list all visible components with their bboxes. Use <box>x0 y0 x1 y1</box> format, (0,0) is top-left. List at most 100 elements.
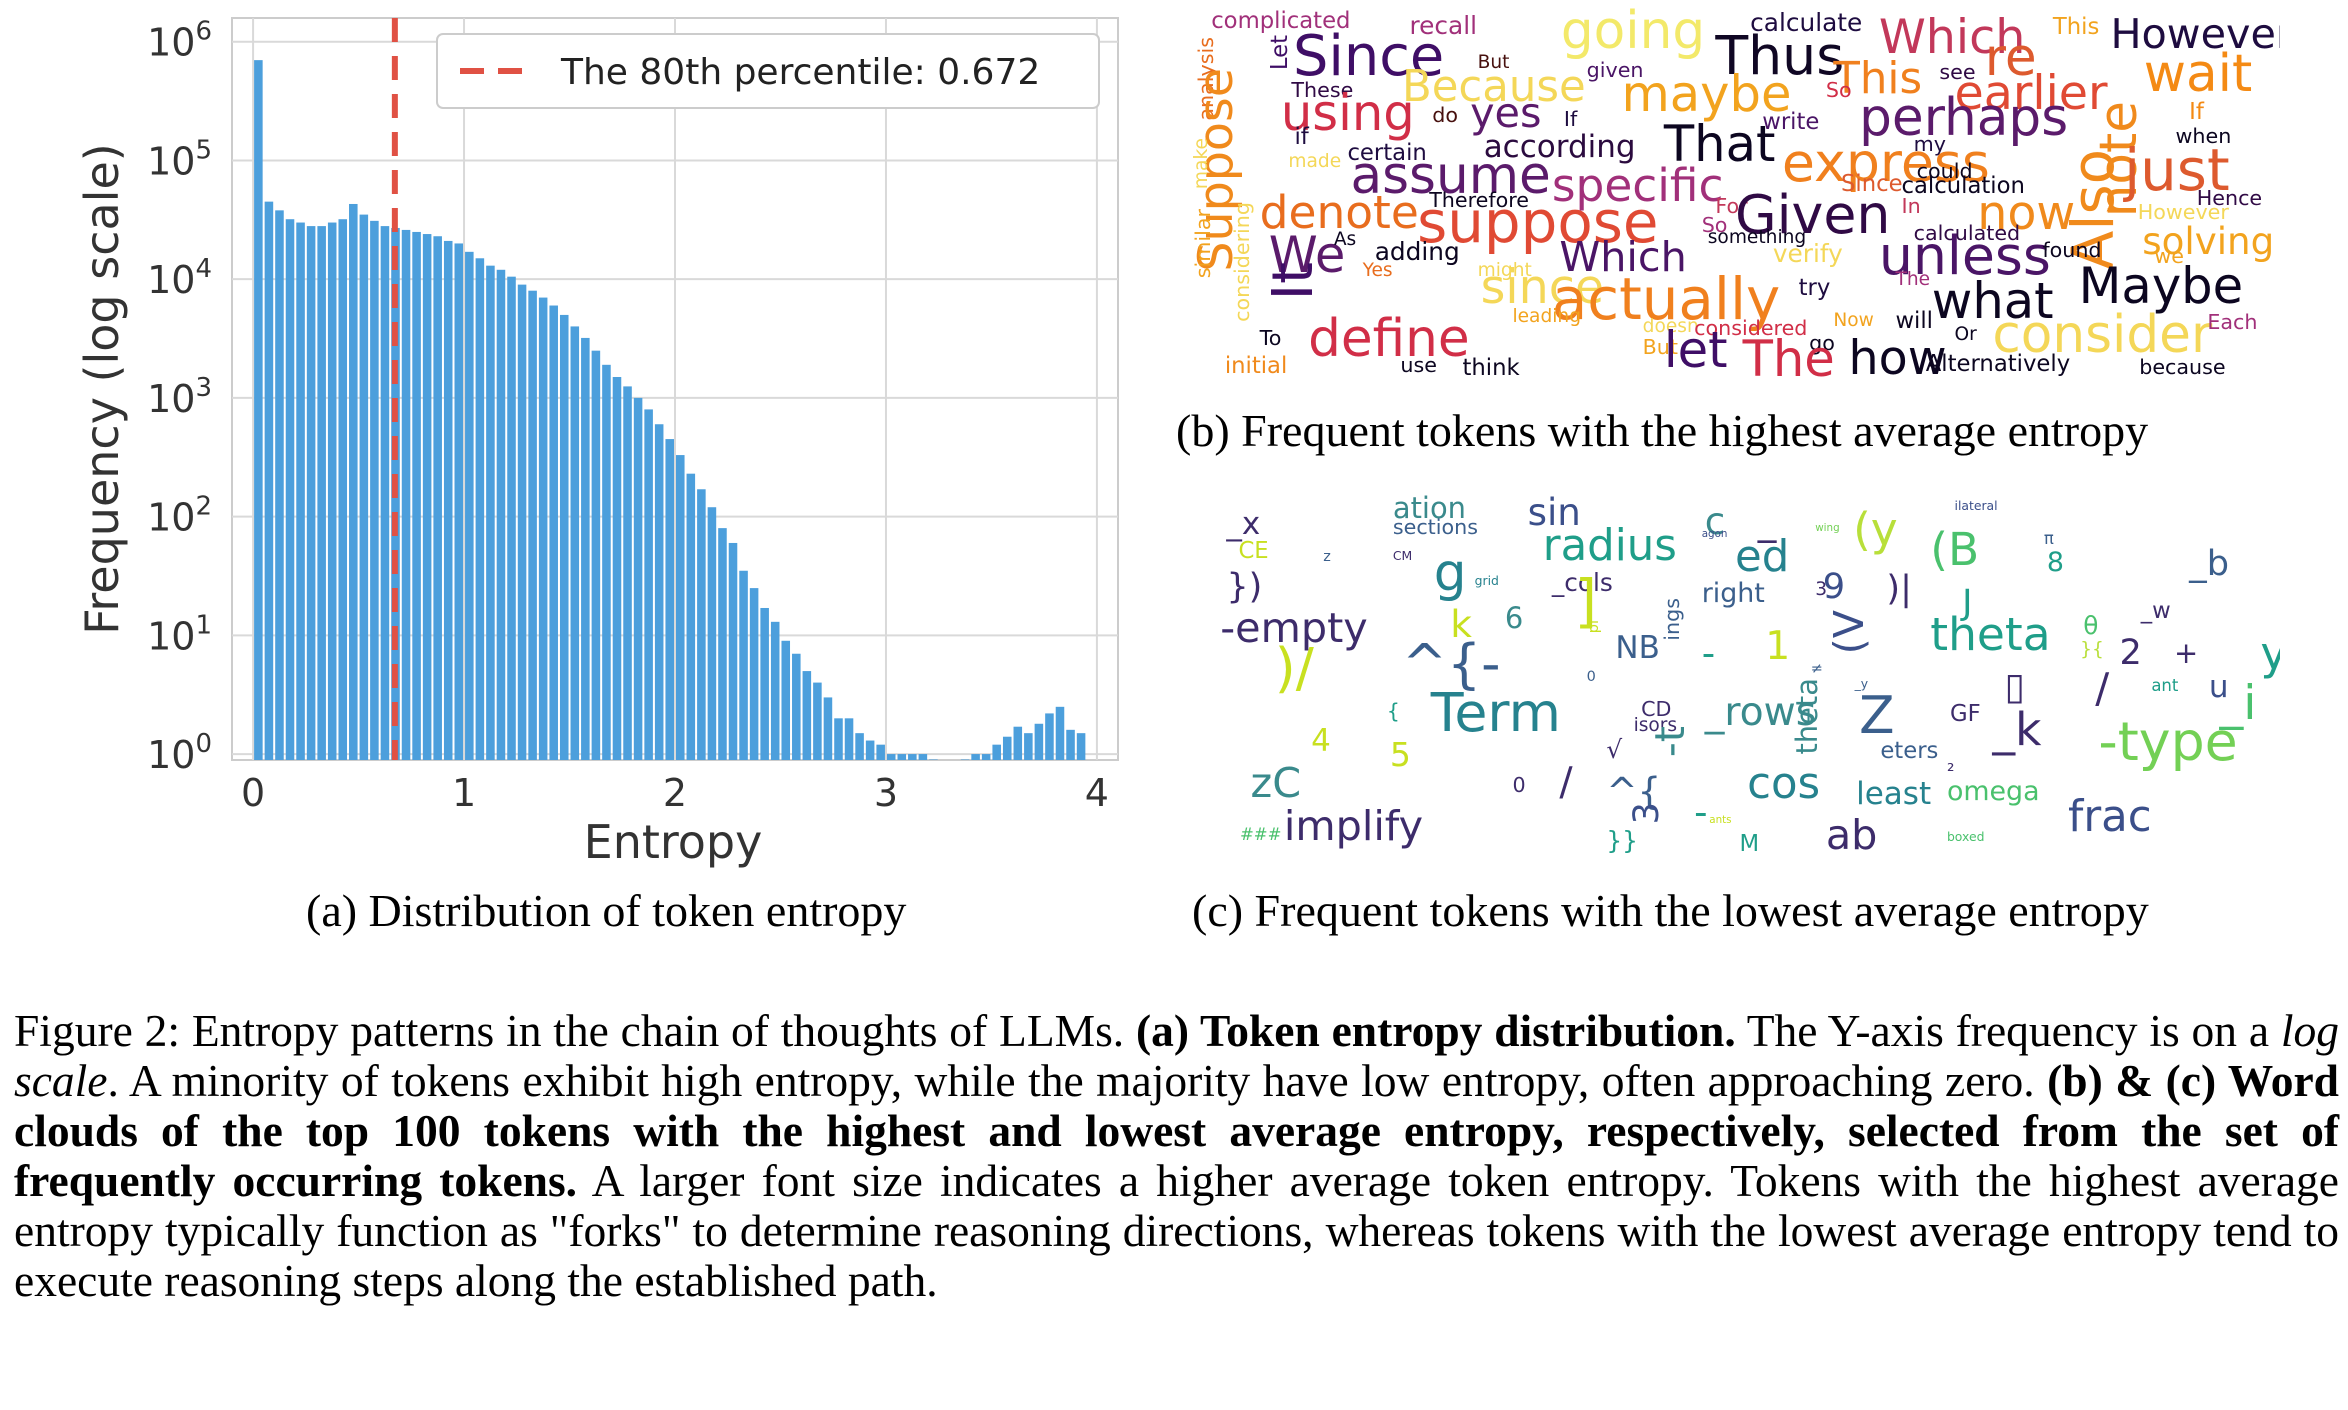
cloud-word: how <box>1848 330 1947 378</box>
histogram-bar <box>1055 706 1065 760</box>
cloud-word: similar <box>1191 208 1216 278</box>
histogram-bar <box>760 607 769 760</box>
cloud-word: considered <box>1694 316 1808 341</box>
histogram-bar <box>697 489 706 760</box>
cloud-word: Now <box>1833 309 1874 331</box>
cloud-word: found <box>2042 237 2102 262</box>
cloud-word: As <box>1333 229 1357 251</box>
cloud-word: 2 <box>2119 631 2142 673</box>
cloud-word: go <box>1809 330 1835 355</box>
cloud-word: { <box>1386 698 1400 723</box>
cloud-word: agon <box>1701 528 1728 541</box>
histogram-bar <box>370 220 379 760</box>
cloud-word: theta <box>1789 678 1824 755</box>
cloud-word: ilateral <box>1954 498 1998 514</box>
cloud-word: zC <box>1250 758 1302 807</box>
cloud-word: k <box>1450 601 1472 646</box>
cloud-word: 3 <box>1626 802 1668 825</box>
cloud-word: we <box>2154 243 2184 268</box>
histogram-bar <box>581 337 590 760</box>
cloud-word: sin <box>1527 490 1581 535</box>
cloud-word: certain <box>1347 140 1427 167</box>
cloud-word: Since <box>1292 23 1445 89</box>
cloud-word: CD <box>1641 696 1672 721</box>
histogram-bar <box>844 718 854 760</box>
cloud-word: That <box>1663 114 1776 173</box>
cloud-word: g <box>1433 543 1467 603</box>
cloud-word: ▯ <box>2004 663 2025 708</box>
cloud-word: -t <box>1646 725 1695 757</box>
cloud-word: (V <box>1824 610 1873 655</box>
cloud-word: CM <box>1392 548 1413 564</box>
cloud-word: ₂ <box>1946 754 1955 776</box>
cloud-word: _cols <box>1551 567 1613 597</box>
cloud-word: denote <box>1259 185 1419 239</box>
histogram-bar <box>865 740 875 760</box>
cloud-word: Alternatively <box>1925 351 2071 378</box>
cloud-word: right <box>1701 578 1765 610</box>
histogram-bar <box>623 386 632 760</box>
cloud-word: _b <box>2189 542 2230 584</box>
histogram-bar <box>264 201 274 760</box>
histogram-bar <box>549 305 558 760</box>
y-tick-label: 100 <box>147 729 212 777</box>
cloud-word: implify <box>1283 802 1424 851</box>
cloud-word: something <box>1707 227 1807 249</box>
cloud-word: (y <box>1853 502 1898 556</box>
caption-italic-1: log scale <box>14 1005 2340 1106</box>
cloud-word: consider <box>1992 304 2213 365</box>
cloud-word: verify <box>1772 238 1843 268</box>
cloud-word: calculation <box>1901 173 2025 200</box>
histogram-bar <box>327 222 337 760</box>
histogram-bar <box>908 754 917 760</box>
cloud-word: going <box>1560 6 1706 61</box>
y-tick-label: 101 <box>147 610 212 658</box>
cloud-word: }} <box>1606 826 1638 856</box>
cloud-word: do <box>1432 103 1458 128</box>
cloud-word: define <box>1308 308 1470 369</box>
histogram-bar <box>802 671 812 760</box>
cloud-word: _y <box>1854 676 1869 692</box>
histogram-bar <box>517 284 527 760</box>
cloud-word: made <box>1288 150 1342 172</box>
cloud-word: express <box>1781 131 1990 195</box>
cloud-word: Since <box>1840 171 1903 198</box>
entropy-histogram-chart: 0 1 2 3 4 100 101 102 103 104 105 106 Entropy Frequ… <box>75 17 1119 869</box>
cloud-word: think <box>1462 355 1520 378</box>
cloud-word: This <box>2052 14 2100 41</box>
cloud-word: -type <box>2098 710 2238 774</box>
cloud-word: grid <box>1474 572 1499 588</box>
y-tick-label: 106 <box>147 17 212 65</box>
caption-text-1: Figure 2: Entropy patterns in the chain … <box>14 1005 1136 1056</box>
cloud-word: J <box>1962 582 1973 624</box>
cloud-word: + <box>2174 635 2199 670</box>
axis-ticks: 0 1 2 3 4 100 101 102 103 104 105 106 <box>147 17 1109 815</box>
cloud-word: If <box>1563 107 1578 132</box>
cloud-word: frac <box>2068 792 2152 842</box>
wordcloud-low-entropy: ation sin ilateral _x sections c _ (y wing radius… <box>1190 486 2280 856</box>
cloud-word: _w <box>2140 597 2171 624</box>
cloud-word: √ <box>1606 735 1623 765</box>
cloud-word: M <box>1739 831 1760 856</box>
cloud-word: just <box>2124 136 2230 205</box>
histogram-bar <box>401 229 411 761</box>
cloud-word: Let <box>1266 34 1293 71</box>
cloud-word: _x <box>1226 505 1261 542</box>
histogram-bar <box>676 455 685 760</box>
cloud-word: when <box>2175 123 2232 148</box>
histogram-bar <box>1066 729 1075 760</box>
figure-caption: Figure 2: Entropy patterns in the chain … <box>14 1006 2339 1306</box>
legend-box <box>436 33 1100 109</box>
cloud-word: initial <box>1224 353 1288 378</box>
cloud-word: To <box>1259 326 1282 351</box>
cloud-word: re <box>1984 27 2037 88</box>
cloud-word: maybe <box>1621 65 1792 124</box>
caption-bold-1: (a) Token entropy distribution. <box>1135 1005 1736 1056</box>
histogram-bar <box>275 210 284 760</box>
cloud-word: For <box>1715 194 1748 219</box>
cloud-word: Z <box>1859 685 1895 746</box>
cloud-word: Hence <box>2196 185 2263 210</box>
cloud-word: theta <box>1930 608 2051 662</box>
histogram-bar <box>770 621 780 760</box>
x-tick-label: 2 <box>663 771 687 815</box>
